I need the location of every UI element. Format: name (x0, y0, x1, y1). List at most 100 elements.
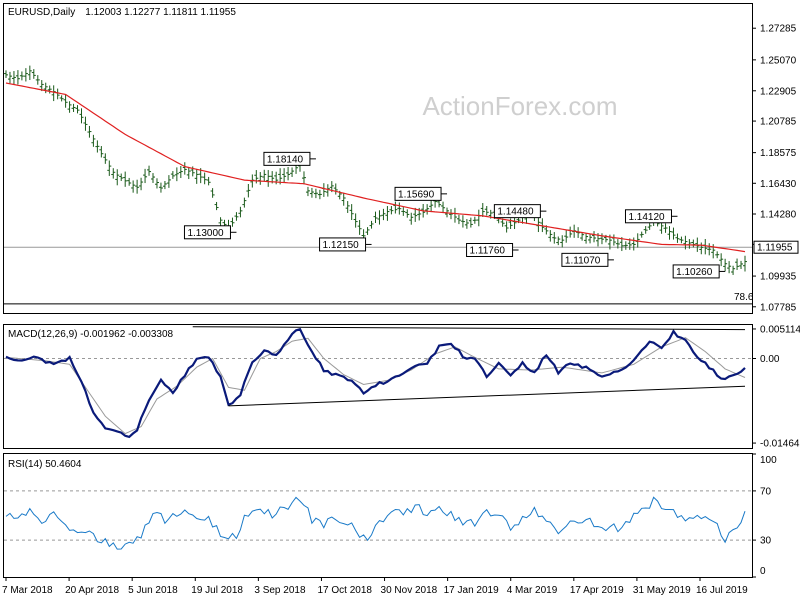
price-ytick-label: 1.16430 (760, 179, 797, 190)
annotation-label: 1.14480 (497, 207, 534, 218)
price-bar (464, 219, 469, 229)
x-tick-label: 31 May 2019 (633, 585, 691, 596)
macd-trendline-top (192, 326, 746, 331)
price-bar (373, 211, 378, 223)
price-bar (123, 171, 128, 187)
annotation-label: 1.18140 (267, 154, 304, 165)
price-bar (103, 153, 108, 164)
price-bar (234, 212, 239, 221)
price-bar (11, 71, 16, 85)
macd-ytick-label: 0.005114 (760, 324, 800, 335)
price-bar (139, 177, 144, 191)
price-ytick-label: 1.09935 (760, 272, 797, 283)
price-bar (381, 208, 386, 221)
price-bar (23, 68, 28, 82)
price-bar (143, 168, 148, 184)
price-bar (456, 214, 461, 225)
axis-layer: 1.27285 1.25070 1.22905 1.20785 1.18575 1.164… (2, 24, 800, 596)
header-ohlc: 1.12003 1.12277 1.11811 1.11955 (85, 7, 236, 18)
price-layer: 78.6 1.18140 1.13000 1.15690 1.12150 1.14480 1… (4, 65, 754, 305)
price-bar (425, 204, 430, 215)
macd-line (5, 327, 746, 439)
price-bar (715, 251, 720, 259)
x-tick-label: 17 Jan 2019 (444, 585, 499, 596)
price-bar (592, 231, 597, 243)
price-bar (178, 165, 183, 179)
annotation-label: 1.14120 (628, 212, 665, 223)
price-bar (31, 69, 36, 79)
current-price-label: 1.11955 (757, 243, 793, 254)
x-tick-label: 19 Jul 2018 (191, 585, 243, 596)
price-bar (619, 237, 624, 252)
price-bar (564, 230, 569, 243)
price-bar (4, 70, 8, 79)
price-ytick-label: 1.20785 (760, 117, 797, 128)
price-bar (739, 260, 744, 269)
price-bar (667, 226, 672, 240)
price-bar (83, 116, 88, 131)
macd-layer (4, 326, 752, 439)
price-bar (107, 160, 112, 176)
price-bar (238, 206, 243, 218)
price-ytick-label: 1.27285 (760, 24, 797, 35)
price-bar (719, 253, 724, 267)
price-bar (580, 232, 585, 241)
macd-ytick-label: 0.00 (760, 354, 780, 365)
price-bar (67, 101, 72, 113)
price-bar (679, 236, 684, 244)
price-bar (484, 206, 489, 216)
price-bar (290, 167, 295, 177)
price-bar (345, 201, 350, 213)
price-bar (405, 209, 410, 218)
price-bar (158, 182, 163, 193)
price-bar (127, 177, 132, 186)
annotation-box (183, 225, 231, 240)
price-bar (286, 167, 291, 181)
price-bar (75, 105, 80, 114)
x-tick-label: 17 Apr 2019 (570, 585, 624, 596)
price-bar (151, 173, 156, 183)
price-bar (460, 215, 465, 228)
price-bar (87, 125, 92, 138)
price-bar (393, 201, 398, 214)
price-bar (43, 82, 48, 94)
rsi-ytick-label: 0 (760, 566, 766, 577)
price-bar (409, 212, 414, 225)
rsi-ytick-label: 100 (760, 455, 777, 466)
rsi-ytick-label: 70 (760, 486, 772, 497)
price-bar (588, 233, 593, 244)
annotation-box (263, 151, 311, 166)
price-bar (27, 65, 32, 80)
x-tick-label: 7 Mar 2018 (2, 585, 53, 596)
annotation-label: 1.11760 (470, 246, 506, 257)
x-tick-label: 16 Jul 2019 (696, 585, 748, 596)
price-ytick-label: 1.18575 (760, 148, 797, 159)
price-bar (683, 235, 688, 250)
price-bar (413, 207, 418, 222)
price-bar (309, 187, 314, 198)
annotation-box (561, 252, 609, 267)
price-bar (735, 258, 740, 270)
price-bar (39, 80, 44, 92)
price-bar (282, 168, 287, 183)
price-bar (727, 261, 732, 274)
price-bar (353, 213, 358, 228)
price-bar (99, 146, 104, 158)
price-bar (560, 235, 565, 248)
price-bar (111, 168, 116, 179)
price-bar (663, 223, 668, 233)
x-tick-label: 3 Sep 2018 (254, 585, 306, 596)
price-bar (194, 168, 199, 184)
price-bar (369, 220, 374, 229)
rsi-title: RSI(14) 50.4604 (8, 459, 82, 470)
rsi-panel (3, 453, 753, 578)
price-ytick-label: 1.25070 (760, 55, 797, 66)
watermark: ActionForex.com (422, 91, 617, 121)
price-ytick-label: 1.14280 (760, 210, 797, 221)
rsi-ytick-label: 30 (760, 536, 772, 547)
price-bar (246, 184, 251, 198)
price-bar (397, 202, 402, 215)
price-bar (743, 255, 747, 272)
price-bar (71, 103, 76, 112)
